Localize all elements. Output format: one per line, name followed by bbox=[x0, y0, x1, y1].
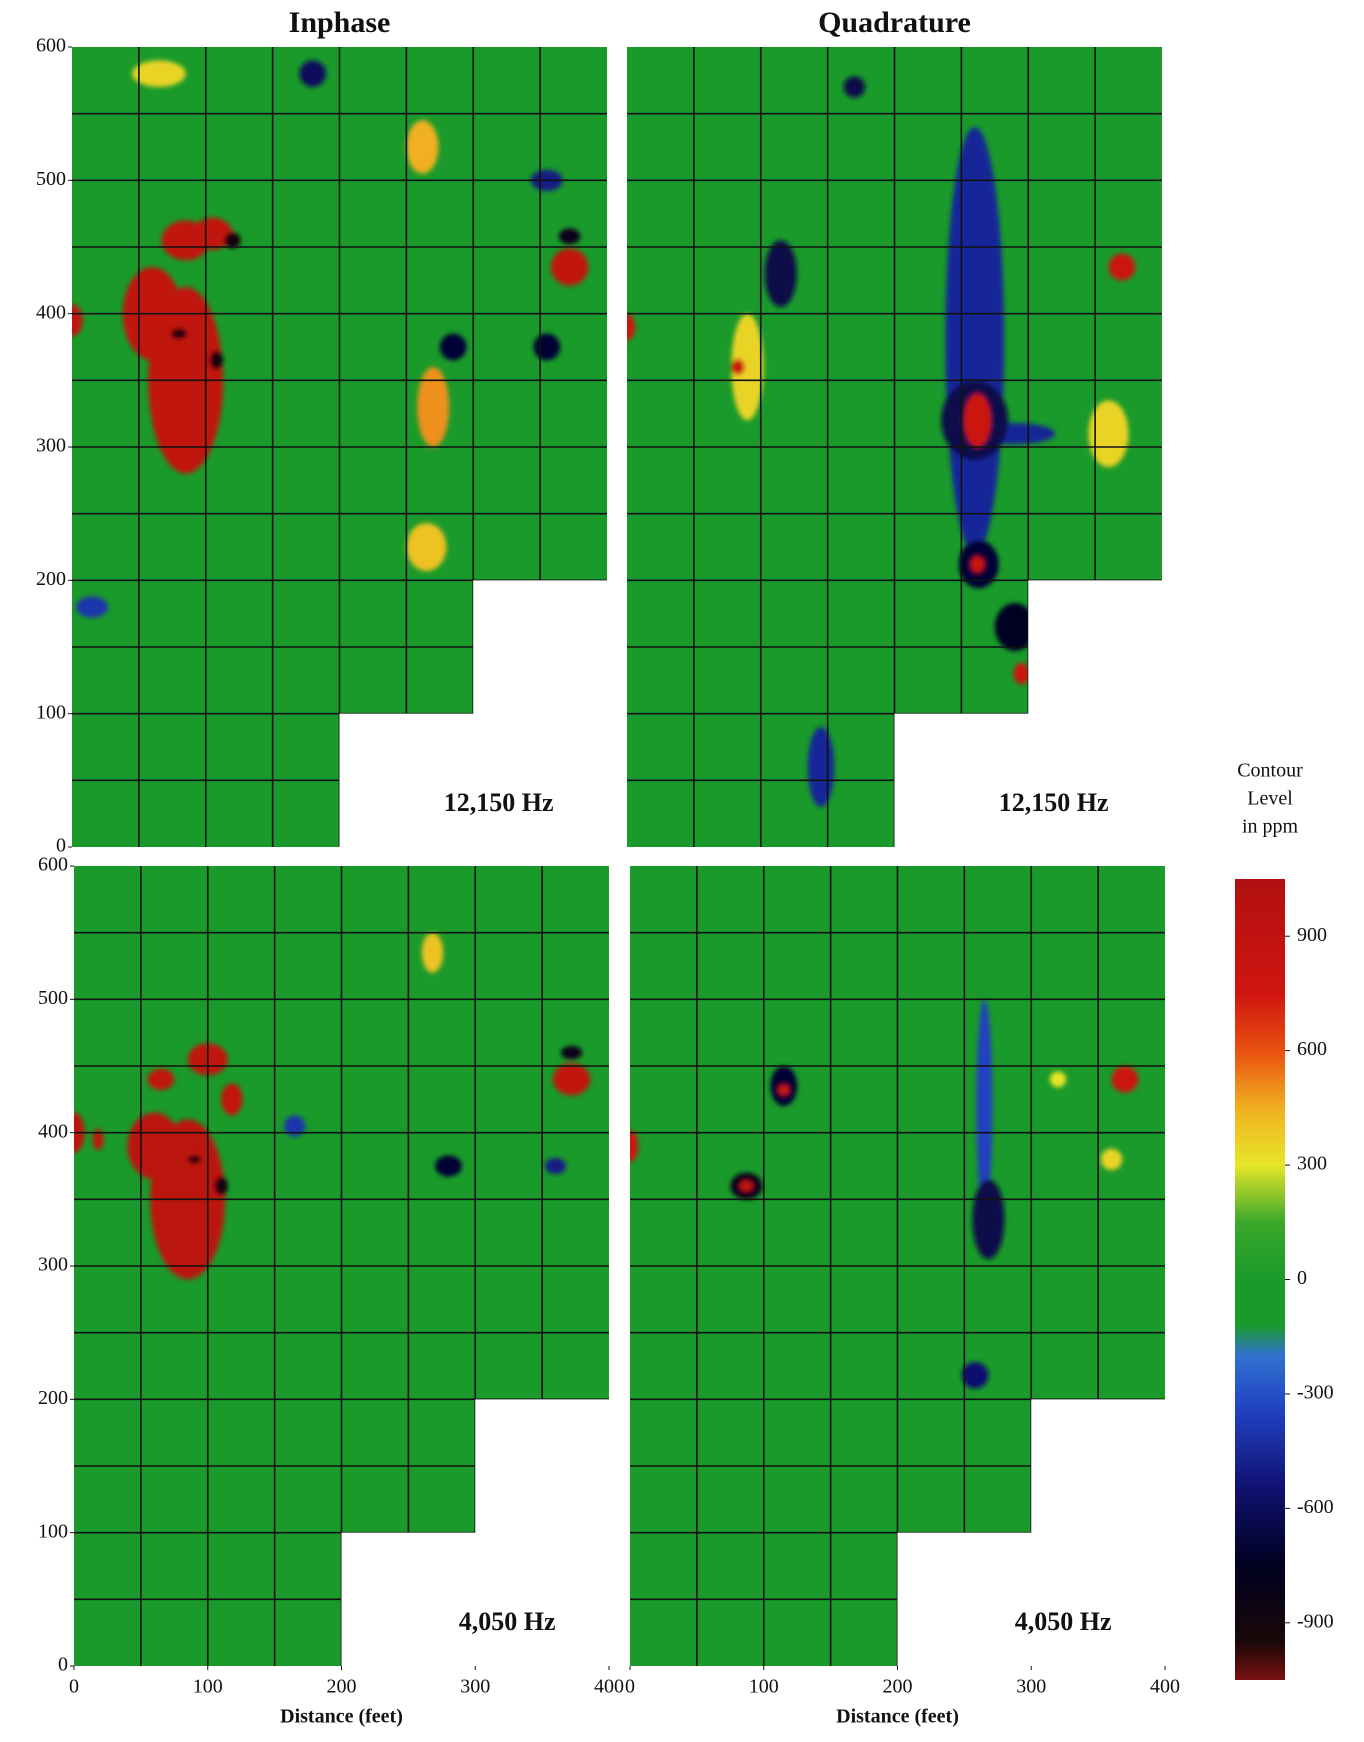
anomaly bbox=[224, 232, 240, 248]
anomaly bbox=[188, 1155, 201, 1163]
y-tick-label: 400 bbox=[36, 301, 66, 323]
colorbar-tick-label: 600 bbox=[1297, 1038, 1327, 1060]
y-tick-label: 400 bbox=[38, 1120, 68, 1142]
y-tick-label: 300 bbox=[36, 435, 66, 457]
x-tick-label: 200 bbox=[327, 1676, 357, 1698]
anomaly bbox=[945, 127, 1004, 554]
anomaly bbox=[171, 328, 187, 339]
x-tick-label: 0 bbox=[625, 1676, 635, 1698]
anomaly bbox=[221, 1083, 242, 1115]
panel-title: Inphase bbox=[289, 6, 391, 39]
anomaly bbox=[561, 1046, 582, 1059]
colorbar-tick-label: 0 bbox=[1297, 1267, 1307, 1289]
anomaly bbox=[1109, 254, 1136, 281]
anomaly bbox=[417, 367, 449, 447]
anomaly bbox=[551, 248, 588, 285]
anomaly bbox=[284, 1115, 305, 1136]
anomaly bbox=[1014, 663, 1030, 684]
y-tick-label: 500 bbox=[38, 987, 68, 1009]
anomaly bbox=[214, 1177, 227, 1196]
page: {"chart_data": [ {"type": "contour", "ti… bbox=[0, 0, 1364, 1742]
x-tick-label: 200 bbox=[883, 1676, 913, 1698]
colorbar-title: in ppm bbox=[1242, 816, 1299, 838]
colorbar-tick-label: 300 bbox=[1297, 1153, 1327, 1175]
anomaly bbox=[422, 933, 443, 973]
x-tick-label: 0 bbox=[69, 1676, 79, 1698]
anomaly bbox=[962, 1362, 989, 1389]
y-tick-label: 500 bbox=[36, 168, 66, 190]
colorbar-title: Contour bbox=[1237, 760, 1303, 782]
colorbar-tick-label: -300 bbox=[1297, 1382, 1334, 1404]
anomaly bbox=[1101, 1149, 1122, 1170]
anomaly bbox=[619, 314, 635, 341]
anomaly bbox=[972, 1179, 1004, 1259]
anomaly bbox=[964, 394, 991, 447]
x-axis-label: Distance (feet) bbox=[836, 1706, 959, 1728]
anomaly bbox=[440, 334, 467, 361]
anomaly bbox=[406, 523, 446, 571]
frequency-label: 12,150 Hz bbox=[999, 788, 1109, 817]
anomaly bbox=[971, 556, 984, 572]
anomaly bbox=[1112, 1066, 1139, 1093]
anomaly bbox=[76, 596, 108, 617]
colorbar-tick-label: -900 bbox=[1297, 1610, 1334, 1632]
x-tick-label: 300 bbox=[460, 1676, 490, 1698]
panel-title: Quadrature bbox=[818, 6, 971, 39]
anomaly bbox=[808, 727, 835, 807]
y-tick-label: 200 bbox=[36, 568, 66, 590]
frequency-label: 4,050 Hz bbox=[1015, 1607, 1112, 1636]
figure: 12,150 Hz Inphase 0 100 200 300 400 500 600 12,15… bbox=[0, 0, 1364, 1742]
anomaly bbox=[1050, 1071, 1066, 1087]
anomaly bbox=[622, 1130, 638, 1162]
y-tick-label: 300 bbox=[38, 1254, 68, 1276]
frequency-label: 12,150 Hz bbox=[444, 788, 554, 817]
y-tick-label: 0 bbox=[58, 1654, 68, 1676]
colorbar bbox=[1235, 879, 1285, 1680]
anomaly bbox=[406, 120, 438, 173]
anomaly bbox=[533, 334, 560, 361]
anomaly bbox=[778, 1085, 789, 1096]
anomaly bbox=[132, 60, 186, 87]
anomaly bbox=[553, 1063, 590, 1095]
anomaly bbox=[435, 1155, 462, 1176]
colorbar-tick-label: -600 bbox=[1297, 1496, 1334, 1518]
x-tick-label: 400 bbox=[1150, 1676, 1180, 1698]
frequency-label: 4,050 Hz bbox=[459, 1607, 556, 1636]
y-tick-label: 100 bbox=[36, 701, 66, 723]
anomaly bbox=[731, 359, 744, 375]
x-tick-label: 400 bbox=[594, 1676, 624, 1698]
anomaly bbox=[545, 1158, 566, 1174]
y-tick-label: 600 bbox=[36, 35, 66, 57]
colorbar-tick-label: 900 bbox=[1297, 924, 1327, 946]
anomaly bbox=[148, 1069, 175, 1090]
colorbar-title: Level bbox=[1247, 788, 1293, 810]
anomaly bbox=[765, 240, 797, 307]
anomaly bbox=[128, 1113, 182, 1180]
anomaly bbox=[740, 1181, 753, 1192]
y-tick-label: 200 bbox=[38, 1387, 68, 1409]
x-tick-label: 100 bbox=[749, 1676, 779, 1698]
y-tick-label: 600 bbox=[38, 854, 68, 876]
x-tick-label: 100 bbox=[193, 1676, 223, 1698]
y-tick-label: 100 bbox=[38, 1520, 68, 1542]
anomaly bbox=[559, 228, 580, 244]
x-axis-label: Distance (feet) bbox=[280, 1706, 403, 1728]
anomaly bbox=[299, 60, 326, 87]
x-tick-label: 300 bbox=[1016, 1676, 1046, 1698]
anomaly bbox=[210, 351, 223, 370]
anomaly bbox=[844, 76, 865, 97]
